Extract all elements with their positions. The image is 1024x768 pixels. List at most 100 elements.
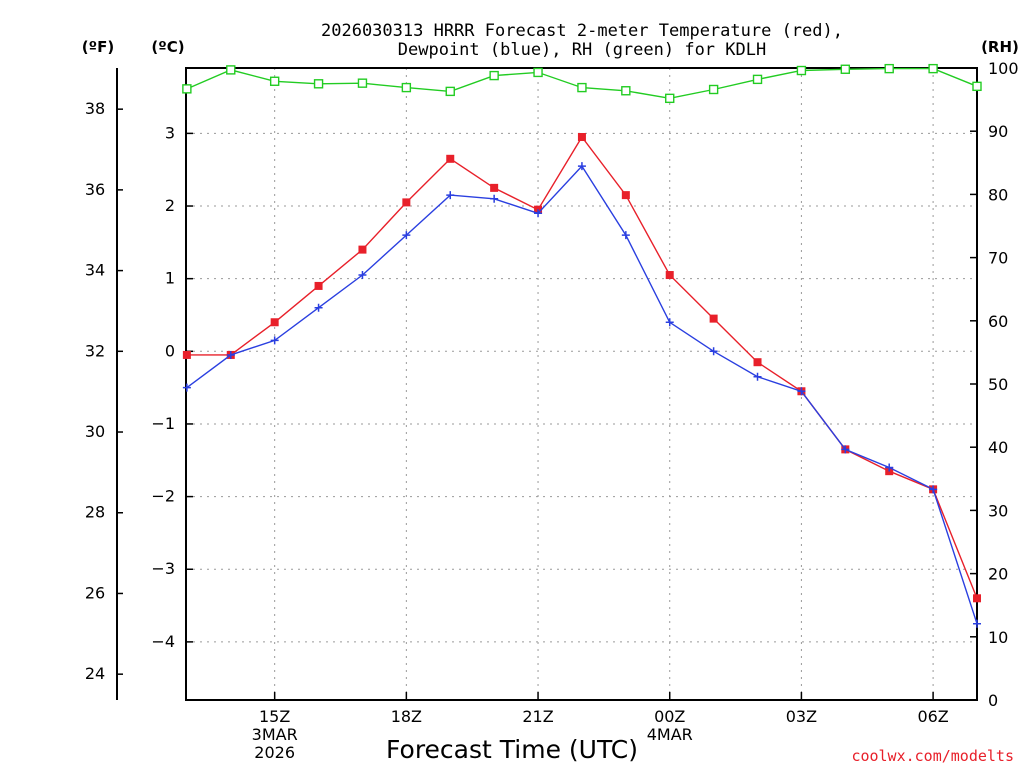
rh-tick-label: 0	[988, 691, 998, 710]
rh-tick-label: 100	[988, 59, 1019, 78]
celsius-tick-label: 2	[165, 196, 175, 215]
dewpoint-point	[929, 485, 938, 494]
dewpoint-point	[885, 463, 894, 472]
x-tick-label: 06Z	[917, 707, 948, 726]
x-tick-label: 4MAR	[647, 725, 693, 744]
fahrenheit-unit-label: (ºF)	[82, 38, 114, 56]
x-tick-label: 2026	[254, 743, 295, 762]
rh-point	[533, 67, 543, 78]
dewpoint-point	[358, 271, 367, 280]
temperature-point	[182, 350, 191, 359]
dewpoint-point	[182, 383, 191, 392]
x-tick-label: 3MAR	[252, 725, 298, 744]
dewpoint-point	[841, 445, 850, 454]
rh-point	[489, 70, 499, 81]
rh-point	[621, 86, 631, 96]
rh-tick-label: 70	[988, 249, 1008, 268]
temperature-point	[753, 358, 762, 367]
chart-title-line1: 2026030313 HRRR Forecast 2-meter Tempera…	[321, 21, 843, 41]
dewpoint-point	[797, 387, 806, 396]
fahrenheit-tick-label: 32	[85, 341, 105, 360]
dewpoint-point	[534, 209, 543, 218]
celsius-tick-label: 0	[165, 341, 175, 360]
rh-tick-label: 50	[988, 375, 1008, 394]
rh-point	[840, 64, 851, 74]
dewpoint-series-line	[186, 164, 978, 624]
temperature-point	[402, 198, 411, 207]
dewpoint-point	[621, 231, 630, 240]
temperature-point	[665, 271, 674, 280]
dewpoint-point	[577, 162, 586, 171]
temperature-point	[621, 191, 630, 200]
dewpoint-point	[270, 336, 279, 345]
temperature-point	[577, 133, 586, 142]
celsius-tick-label: −3	[151, 559, 175, 578]
credit-label: coolwx.com/modelts	[851, 747, 1014, 765]
data-series	[182, 63, 982, 628]
celsius-tick-label: 1	[165, 269, 175, 288]
rh-tick-label: 40	[988, 438, 1008, 457]
dewpoint-point	[490, 194, 499, 203]
rh-point	[708, 84, 719, 95]
rh-point	[796, 65, 807, 76]
rh-tick-label: 90	[988, 122, 1008, 141]
dewpoint-point	[446, 191, 455, 200]
fahrenheit-tick-label: 28	[85, 503, 105, 522]
fahrenheit-tick-label: 38	[85, 99, 105, 118]
dewpoint-point	[314, 303, 323, 312]
x-tick-label: 15Z	[259, 707, 290, 726]
fahrenheit-tick-label: 30	[85, 422, 105, 441]
x-tick-label: 21Z	[522, 707, 553, 726]
dewpoint-point	[753, 372, 762, 381]
x-tick-label: 18Z	[391, 707, 422, 726]
temperature-point	[709, 314, 718, 323]
fahrenheit-tick-label: 36	[85, 180, 105, 199]
rh-point	[401, 82, 412, 93]
rh-point	[577, 82, 587, 93]
x-tick-label: 00Z	[654, 707, 685, 726]
celsius-tick-label: −1	[151, 414, 175, 433]
axes	[116, 67, 978, 701]
temperature-point	[973, 594, 981, 603]
celsius-tick-label: 3	[165, 123, 175, 142]
chart-title-line2: Dewpoint (blue), RH (green) for KDLH	[398, 40, 766, 60]
rh-tick-label: 10	[988, 628, 1008, 647]
rh-unit-label: (RH)	[981, 38, 1019, 56]
dewpoint-point	[402, 231, 411, 240]
celsius-tick-label: −4	[151, 632, 175, 651]
temperature-point	[490, 183, 499, 192]
rh-point	[972, 81, 982, 92]
dewpoint-point	[973, 619, 981, 628]
rh-tick-label: 30	[988, 501, 1008, 520]
dewpoint-point	[226, 350, 235, 359]
temperature-point	[270, 318, 279, 327]
rh-point	[357, 78, 368, 88]
x-axis-label: Forecast Time (UTC)	[386, 735, 638, 764]
rh-point	[313, 79, 324, 89]
gridlines	[186, 68, 977, 700]
temperature-point	[358, 245, 367, 254]
rh-point	[665, 93, 675, 104]
dewpoint-point	[665, 318, 674, 327]
rh-point	[928, 63, 938, 74]
temperature-point	[446, 154, 455, 163]
rh-point	[182, 84, 192, 94]
rh-point	[226, 65, 236, 75]
fahrenheit-tick-label: 24	[85, 664, 105, 683]
rh-tick-label: 80	[988, 185, 1008, 204]
dewpoint-point	[709, 347, 718, 356]
temperature-point	[314, 281, 323, 290]
fahrenheit-tick-label: 34	[85, 261, 105, 280]
rh-tick-label: 20	[988, 565, 1008, 584]
celsius-tick-label: −2	[151, 487, 175, 506]
fahrenheit-tick-label: 26	[85, 583, 105, 602]
rh-point	[884, 63, 894, 74]
rh-point	[445, 86, 455, 97]
tick-labels: 3210−1−2−3−43836343230282624100908070605…	[85, 59, 1019, 762]
x-tick-label: 03Z	[786, 707, 817, 726]
rh-point	[752, 74, 763, 85]
rh-tick-label: 60	[988, 312, 1008, 331]
celsius-unit-label: (ºC)	[151, 38, 184, 56]
rh-point	[269, 76, 280, 86]
